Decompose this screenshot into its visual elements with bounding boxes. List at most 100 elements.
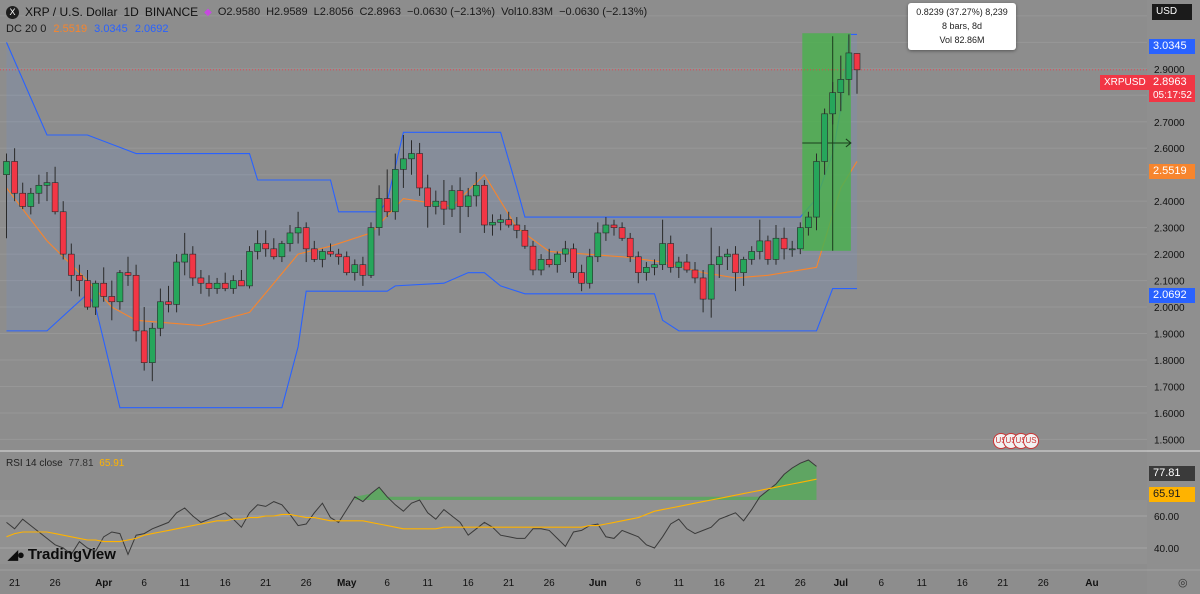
candle-body [310,248,318,260]
candle-body [189,253,197,279]
candle-body [472,184,480,197]
candle [788,240,796,257]
candle [343,251,351,276]
candle [610,219,618,236]
tradingview-logo[interactable]: ◢● TradingView [8,546,116,563]
candle-body [772,237,780,260]
indicator-lower-value: 2.0692 [134,23,169,35]
candle [100,267,107,302]
candle-body [440,200,448,210]
candle [456,177,464,233]
candle-body [489,222,496,226]
time-tick-label: 21 [997,578,1009,589]
settings-icon[interactable]: ◎ [1178,576,1188,589]
volume: Vol10.83M [501,6,554,18]
candle [497,214,504,231]
candle-body [359,264,367,276]
candle-body [27,192,35,207]
candle-body [68,253,75,276]
indicator-legend[interactable]: DC 20 0 2.5519 3.0345 2.0692 [6,23,173,35]
candle [157,288,164,337]
candle [76,264,83,297]
candle [189,246,197,286]
basis-tag: 2.5519 [1149,164,1195,179]
candle-body [319,251,326,260]
rsi-level-label: 40.00 [1154,544,1179,555]
time-tick-label: Jul [834,578,849,589]
candle-body [108,296,116,303]
candle [310,240,318,263]
candle-body [497,219,504,223]
candle [675,256,683,278]
candle [724,248,731,270]
time-tick-label: Jun [589,578,607,589]
candle-body [805,216,812,228]
candle-body [456,190,464,207]
candle-body [391,169,399,213]
ohlc-change: −0.0630 (−2.13%) [407,6,496,18]
candle [707,227,715,318]
candle [796,222,804,255]
candle [432,190,440,215]
candle [408,140,415,175]
ohlc-high: H2.9589 [266,6,308,18]
candle-body [51,182,59,213]
candle [92,280,99,315]
candle-body [626,237,634,258]
candle [424,174,432,228]
candle [238,270,245,287]
symbol-name[interactable]: XRP / U.S. Dollar [25,5,118,19]
interval[interactable]: 1D [123,5,139,19]
candle [845,34,853,96]
candle [51,166,59,215]
candle-body [829,92,837,115]
candle [570,243,577,278]
candle [537,254,545,276]
candle [391,153,399,220]
time-tick-label: 11 [917,578,928,589]
price-tick-label: 1.6000 [1154,409,1185,420]
candle-body [92,282,99,308]
candle [197,270,205,294]
candle [3,153,10,239]
candle-body [707,264,715,300]
candle-body [343,256,351,273]
candle-body [205,282,213,289]
candle [278,240,286,263]
candle-body [335,253,342,258]
time-tick-label: 6 [141,578,147,589]
candle [375,185,383,236]
rsi-legend[interactable]: RSI 14 close 77.81 65.91 [6,458,127,469]
candle-body [181,253,188,263]
candle [821,108,828,175]
time-tick-label: 21 [260,578,272,589]
candle-body [157,301,164,329]
candle-body [764,240,772,260]
currency-selector[interactable]: USD [1152,4,1192,20]
candle [59,201,67,260]
candle-body [643,267,650,273]
economic-events[interactable]: US US US US [993,433,1039,449]
candle [181,232,188,276]
time-tick-label: 16 [463,578,475,589]
candle-body [432,200,440,207]
us-flag-icon[interactable]: US [1023,433,1039,449]
indicator-upper-value: 3.0345 [94,23,128,35]
candle [756,219,764,260]
candle-body [740,259,747,273]
candle-body [400,158,407,170]
candle [351,259,359,281]
candle [440,180,448,225]
candle [132,264,140,342]
time-tick-label: 21 [503,578,515,589]
candle-body [529,245,537,271]
candle-body [505,219,513,226]
candle [319,248,326,268]
exchange: BINANCE [144,5,199,19]
candle-body [481,184,488,226]
candle [383,169,391,218]
candle-body [602,224,610,234]
candle-body [246,251,253,287]
time-tick-label: 6 [384,578,390,589]
